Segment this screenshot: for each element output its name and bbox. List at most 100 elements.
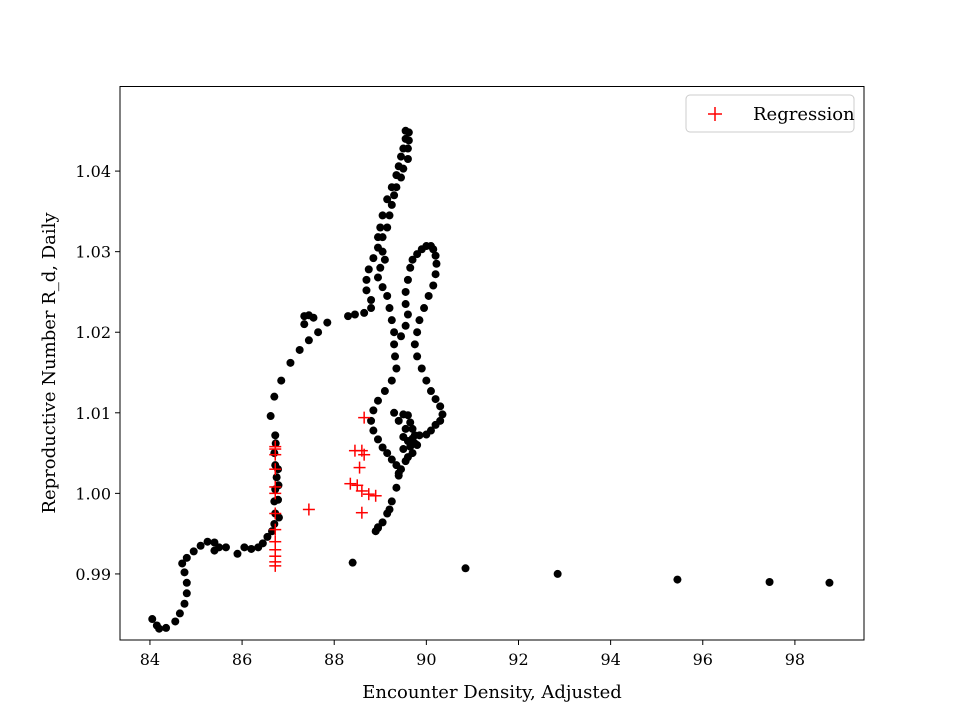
data-point [367, 296, 376, 305]
data-point [210, 546, 219, 555]
data-point [408, 255, 417, 264]
data-point [171, 617, 180, 626]
x-tick-label: 86 [232, 650, 252, 669]
data-point [387, 497, 396, 506]
data-point [413, 352, 422, 361]
data-point [247, 544, 256, 553]
x-tick-label: 94 [600, 650, 620, 669]
x-axis-label: Encounter Density, Adjusted [362, 682, 622, 703]
data-point [240, 543, 249, 552]
data-point [436, 402, 445, 411]
data-point [394, 162, 403, 171]
y-tick-label: 1.00 [75, 484, 111, 503]
data-point [432, 259, 441, 268]
legend-marker-regression [708, 107, 722, 121]
data-point [180, 599, 189, 608]
data-point [392, 364, 401, 373]
data-point [300, 320, 309, 329]
regression-point [269, 463, 282, 476]
data-point [390, 328, 399, 337]
data-point [417, 364, 426, 373]
data-point [378, 443, 387, 452]
data-point [390, 340, 399, 349]
y-tick-label: 1.01 [75, 404, 111, 423]
regression-point [269, 480, 282, 493]
data-point [189, 547, 198, 556]
data-point [408, 424, 417, 433]
data-point [825, 578, 834, 587]
data-point [155, 624, 164, 633]
data-point [403, 310, 412, 319]
data-point [413, 250, 422, 259]
data-point [323, 318, 332, 327]
data-point [394, 469, 403, 478]
data-point [378, 283, 387, 292]
data-point [413, 328, 422, 337]
data-point [162, 623, 171, 632]
data-point [765, 577, 774, 586]
data-point [364, 265, 373, 274]
data-point [391, 352, 400, 361]
data-point [178, 559, 187, 568]
x-tick-label: 84 [140, 650, 160, 669]
data-point [387, 183, 396, 192]
data-point [429, 281, 438, 290]
data-point [387, 376, 396, 385]
data-point [148, 615, 157, 624]
data-point [203, 537, 212, 546]
data-point [399, 445, 408, 454]
regression-point [269, 523, 282, 536]
regression-point [358, 411, 371, 424]
data-point [175, 609, 184, 618]
regression-point [369, 489, 382, 502]
data-point [378, 247, 387, 256]
data-point [410, 340, 419, 349]
data-point [367, 416, 376, 425]
data-point [397, 152, 406, 161]
regression-point [269, 507, 282, 520]
x-tick-label: 92 [508, 650, 528, 669]
y-axis-label: Reproductive Number R_d, Daily [39, 212, 60, 514]
data-point [399, 144, 408, 153]
data-point [390, 191, 399, 200]
data-point [295, 345, 304, 354]
data-point [300, 312, 309, 321]
data-point [406, 263, 415, 272]
data-point [233, 549, 242, 558]
data-point [271, 431, 280, 440]
data-point [362, 275, 371, 284]
data-point [406, 418, 415, 427]
x-tick-label: 98 [785, 650, 805, 669]
legend-box [685, 94, 855, 133]
data-point [378, 211, 387, 220]
data-point [380, 255, 389, 264]
data-point [415, 316, 424, 325]
x-tick-label: 90 [416, 650, 436, 669]
data-point [258, 539, 267, 548]
data-point [221, 543, 230, 552]
data-point [277, 376, 286, 385]
regression-point [269, 440, 282, 453]
data-point [270, 392, 279, 401]
y-axis-ticks: 0.99 1.00 1.01 1.02 1.03 1.04 [75, 162, 120, 584]
data-point [553, 569, 562, 578]
plot-frame [119, 86, 865, 641]
data-point [373, 233, 382, 242]
x-tick-label: 88 [324, 650, 344, 669]
data-point [385, 304, 394, 313]
data-point [401, 126, 410, 135]
data-point [373, 523, 382, 532]
data-point [286, 358, 295, 367]
data-point [426, 387, 435, 396]
regression-point [355, 484, 368, 497]
data-point [426, 426, 435, 435]
data-point [397, 332, 406, 341]
data-point [394, 416, 403, 425]
data-point [182, 589, 191, 598]
data-point [362, 286, 371, 295]
data-point [272, 473, 281, 482]
x-axis-ticks: 84 86 88 90 92 94 96 98 [140, 640, 805, 669]
data-point [360, 308, 369, 317]
data-point [385, 505, 394, 514]
data-point [344, 312, 353, 321]
